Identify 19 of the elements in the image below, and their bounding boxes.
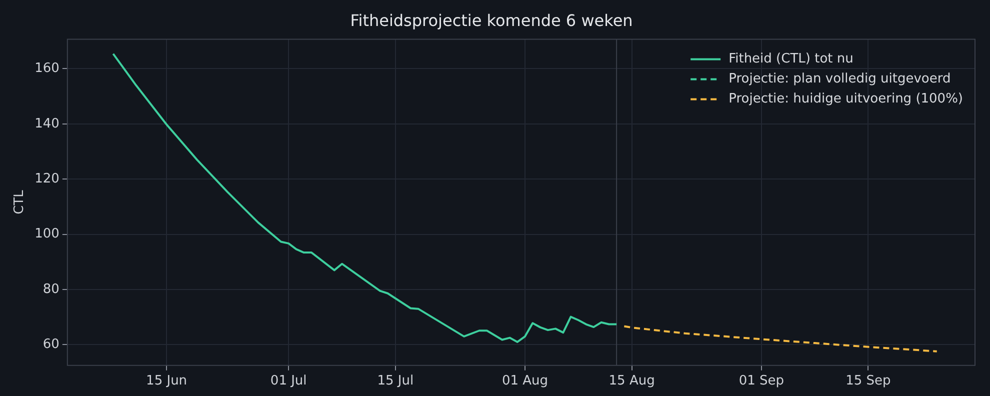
legend-label: Projectie: plan volledig uitgevoerd	[728, 72, 951, 87]
legend-label: Fitheid (CTL) tot nu	[728, 52, 854, 67]
x-tick-label: 01 Jul	[270, 374, 307, 389]
chart-title: Fitheidsprojectie komende 6 weken	[350, 10, 633, 30]
x-tick-label: 01 Aug	[502, 374, 548, 389]
y-tick-label: 140	[34, 116, 60, 132]
x-tick-label: 15 Jul	[377, 374, 414, 389]
y-tick-label: 80	[42, 282, 60, 297]
line-series	[623, 325, 938, 352]
y-tick-label: 100	[34, 226, 60, 242]
x-tick-label: 01 Sep	[738, 374, 784, 389]
x-tick-label: 15 Aug	[608, 374, 655, 389]
y-tick-label: 160	[34, 61, 60, 76]
x-tick-label: 15 Sep	[846, 374, 891, 389]
y-tick-label: 60	[42, 337, 60, 352]
y-axis-title: CTL	[12, 189, 28, 214]
legend-label: Projectie: huidige uitvoering (100%)	[728, 92, 964, 107]
x-tick-label: 15 Jun	[146, 374, 188, 389]
y-tick-label: 120	[34, 171, 60, 186]
